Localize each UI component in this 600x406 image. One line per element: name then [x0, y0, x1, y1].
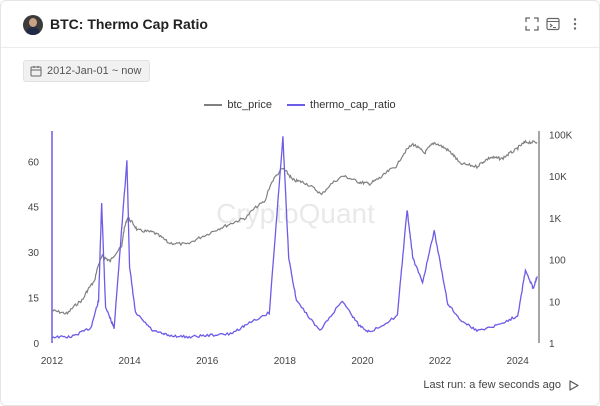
y-left-tick-label: 0: [33, 339, 39, 350]
series-line-thermo-cap-ratio: [51, 136, 538, 339]
x-tick-label: 2016: [196, 356, 219, 367]
x-tick-label: 2022: [429, 356, 452, 367]
y-right-tick-label: 1K: [549, 214, 562, 225]
footer: Last run: a few seconds ago: [423, 379, 579, 391]
card-header: BTC: Thermo Cap Ratio: [1, 1, 599, 48]
fullscreen-icon[interactable]: [525, 17, 539, 31]
y-right-tick-label: 1: [549, 339, 555, 350]
x-tick-label: 2012: [41, 356, 64, 367]
y-left-tick-label: 30: [28, 248, 40, 259]
play-icon[interactable]: [569, 379, 579, 391]
more-vertical-icon[interactable]: [568, 17, 582, 31]
chart-plot[interactable]: CryptoQuant 0 15 30 45 60 1 10 100 1K 10K 100K 2012 2…: [1, 111, 599, 371]
terminal-icon[interactable]: [546, 17, 560, 31]
y-right-tick-label: 10K: [549, 172, 567, 183]
y-left-tick-label: 60: [28, 157, 40, 168]
y-right-tick-label: 100: [549, 256, 566, 267]
legend-swatch: [204, 104, 223, 106]
chart-title: BTC: Thermo Cap Ratio: [50, 16, 208, 32]
date-range-picker[interactable]: 2012-Jan-01 ~ now: [23, 60, 151, 82]
y-left-tick-label: 45: [28, 203, 40, 214]
legend-label: thermo_cap_ratio: [310, 99, 396, 111]
legend-label: btc_price: [227, 99, 272, 111]
last-run-text: Last run: a few seconds ago: [423, 379, 561, 391]
avatar[interactable]: [23, 15, 43, 35]
x-tick-label: 2024: [507, 356, 530, 367]
date-range-label: 2012-Jan-01 ~ now: [47, 65, 142, 77]
y-right-tick-label: 100K: [549, 130, 573, 141]
y-left-tick-label: 15: [28, 294, 40, 305]
chart-legend: btc_price thermo_cap_ratio: [1, 97, 599, 111]
x-tick-label: 2014: [118, 356, 141, 367]
legend-item-thermo-cap-ratio[interactable]: thermo_cap_ratio: [287, 99, 396, 111]
legend-swatch: [287, 104, 306, 106]
legend-item-btc-price[interactable]: btc_price: [204, 99, 272, 111]
x-tick-label: 2020: [351, 356, 374, 367]
y-right-tick-label: 10: [549, 297, 561, 308]
watermark: CryptoQuant: [216, 198, 375, 229]
calendar-icon: [30, 66, 42, 77]
x-tick-label: 2018: [274, 356, 297, 367]
